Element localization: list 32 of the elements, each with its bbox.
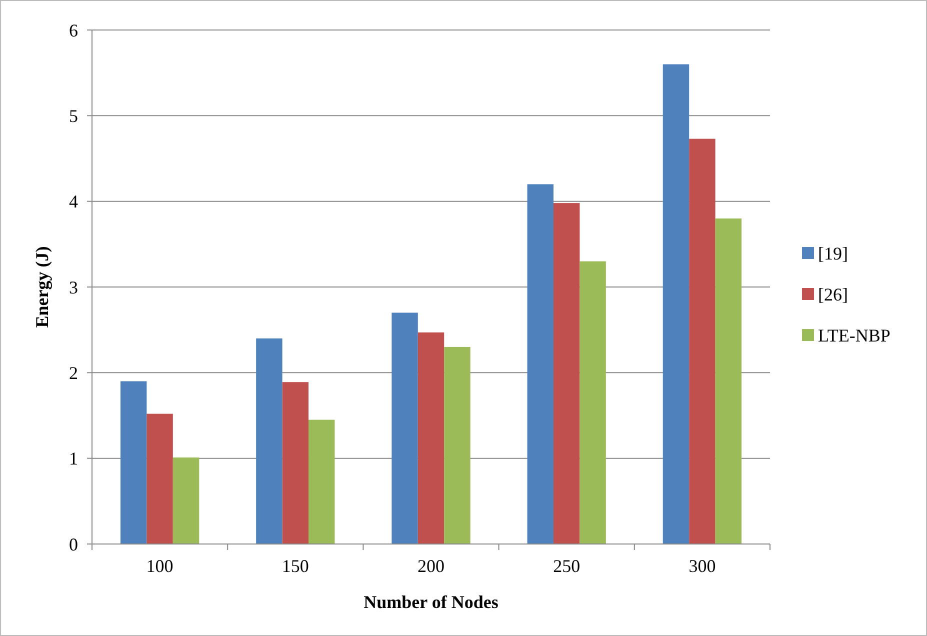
legend-label: [19] xyxy=(818,243,848,264)
x-tick-label: 200 xyxy=(418,556,444,576)
y-tick-label: 3 xyxy=(69,277,78,298)
bar xyxy=(308,420,335,544)
y-tick-label: 4 xyxy=(69,192,78,212)
x-tick-label: 250 xyxy=(553,556,580,576)
y-tick-label: 6 xyxy=(69,20,78,40)
bar xyxy=(172,457,200,544)
bar xyxy=(444,346,470,544)
x-axis-title: Number of Nodes xyxy=(364,592,498,612)
bar xyxy=(282,382,309,544)
bar xyxy=(580,261,606,544)
bar xyxy=(392,312,418,544)
bar xyxy=(662,64,690,544)
legend-label: LTE-NBP xyxy=(818,325,890,346)
bar xyxy=(418,332,444,544)
y-axis-title: Energy (J) xyxy=(32,246,52,328)
y-tick-label: 0 xyxy=(69,534,78,554)
y-tick-label: 1 xyxy=(69,448,78,469)
bar xyxy=(146,414,173,544)
legend-label: [26] xyxy=(818,284,848,304)
x-tick-label: 150 xyxy=(282,556,309,576)
bar xyxy=(120,381,147,544)
bar xyxy=(689,138,716,544)
x-tick-label: 100 xyxy=(146,556,174,576)
y-tick-label: 5 xyxy=(69,106,78,126)
bar xyxy=(715,218,742,544)
bar xyxy=(553,203,580,544)
bar xyxy=(527,184,554,544)
bar xyxy=(256,338,282,544)
y-tick-label: 2 xyxy=(69,362,78,383)
x-tick-label: 300 xyxy=(688,556,716,576)
